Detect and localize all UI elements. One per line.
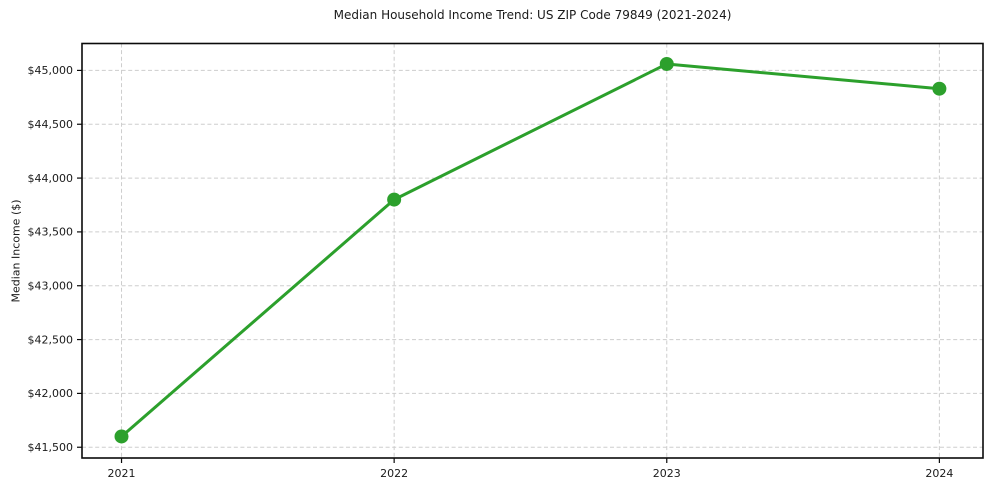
x-tick-label: 2024: [925, 467, 953, 480]
x-tick-label: 2022: [380, 467, 408, 480]
y-tick-label: $41,500: [28, 441, 74, 454]
data-point-2024: [932, 81, 947, 96]
income-trend-line: [120, 62, 941, 438]
y-tick-label: $43,500: [28, 226, 74, 239]
chart-title: Median Household Income Trend: US ZIP Co…: [333, 8, 732, 22]
data-point-2022: [387, 192, 402, 207]
y-axis-label: Median Income ($): [9, 199, 23, 303]
y-tick-label: $44,500: [28, 118, 74, 131]
y-tick-label: $42,500: [28, 333, 74, 346]
y-tick-label: $42,000: [28, 387, 74, 400]
y-tick-label: $43,000: [28, 280, 74, 293]
data-point-2021: [114, 429, 129, 444]
x-tick-label: 2023: [653, 467, 681, 480]
x-tick-label: 2021: [108, 467, 136, 480]
y-tick-label: $44,000: [28, 172, 74, 185]
plot-border: [81, 42, 984, 459]
data-point-2023: [659, 56, 674, 71]
y-tick-label: $45,000: [28, 64, 74, 77]
